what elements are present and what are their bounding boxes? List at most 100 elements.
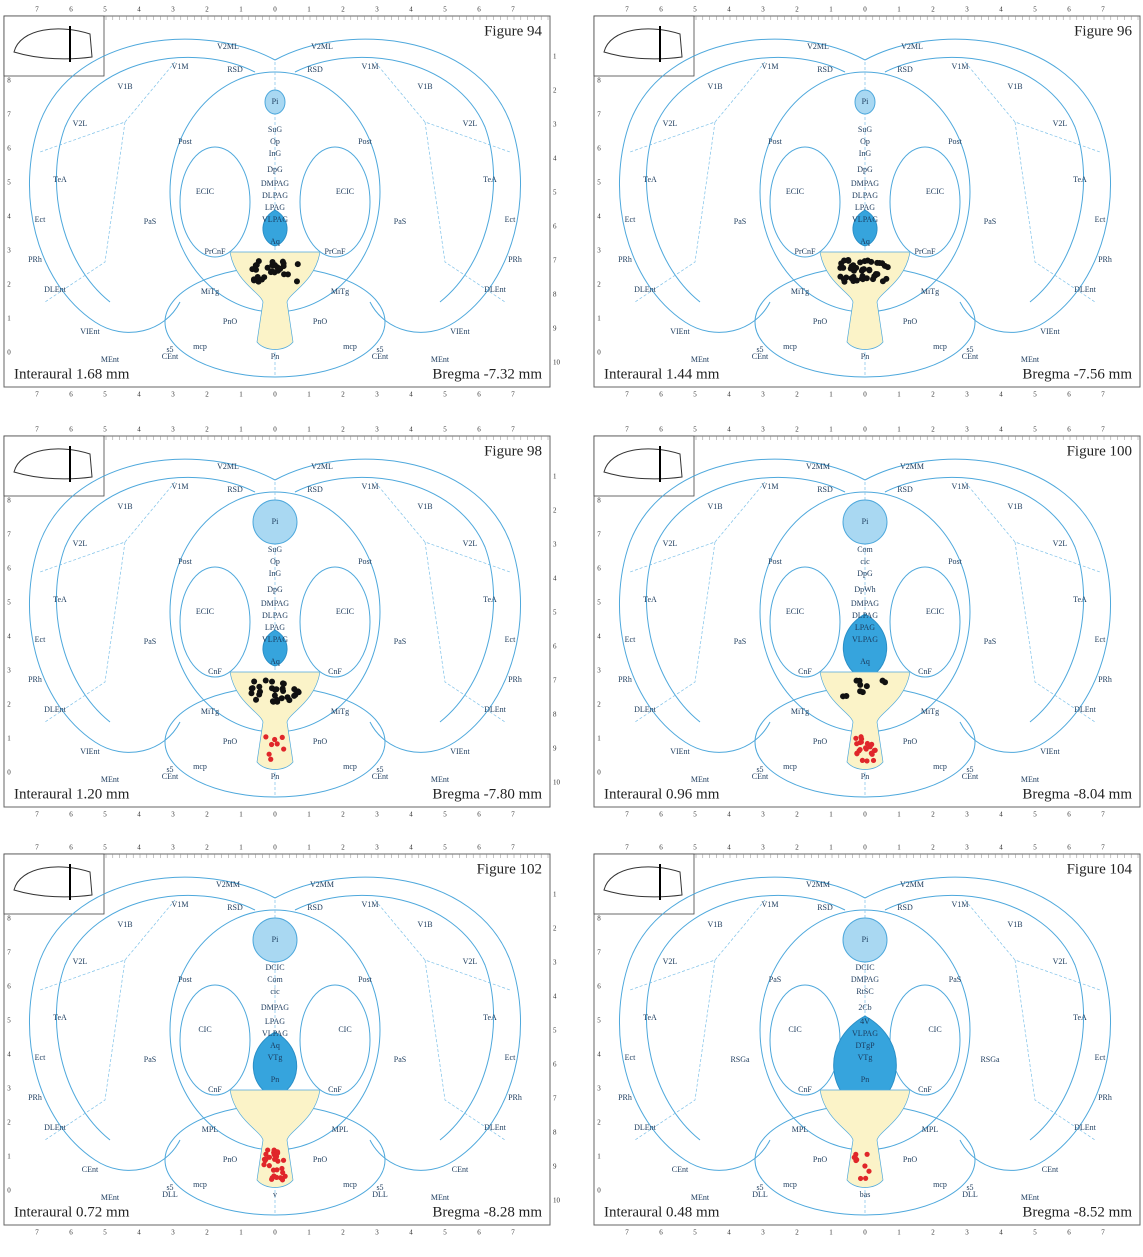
axis-number: 4 <box>999 391 1003 399</box>
region-label: mcp <box>933 762 947 771</box>
injection-site <box>256 691 262 697</box>
axis-number: 4 <box>137 811 141 819</box>
injection-site <box>845 257 851 263</box>
region-label: V1M <box>172 482 189 491</box>
region-label: Aq <box>270 1041 280 1050</box>
axis-number: 4 <box>597 213 601 221</box>
region-label: TeA <box>643 175 657 184</box>
region-label: Post <box>768 137 783 146</box>
region-label: V2MM <box>900 880 924 889</box>
axis-number: 2 <box>553 925 557 933</box>
region-label: Post <box>358 557 373 566</box>
axis-number: 8 <box>7 77 11 85</box>
axis-number: 6 <box>553 223 557 231</box>
region-label: CnF <box>798 1085 812 1094</box>
region-label: DpG <box>857 165 873 174</box>
region-label: DpG <box>267 585 283 594</box>
inset <box>4 436 104 496</box>
axis-number: 1 <box>897 844 901 852</box>
axis-number: 7 <box>511 811 515 819</box>
axis-number: 5 <box>1033 6 1037 14</box>
axis-number: 5 <box>1033 391 1037 399</box>
region-label: Ect <box>625 1053 636 1062</box>
injection-site <box>249 266 255 272</box>
injection-site <box>251 277 257 283</box>
region-label: PRh <box>1098 675 1112 684</box>
axis-number: 0 <box>273 391 277 399</box>
injection-site <box>883 276 889 282</box>
region-label: MEnt <box>431 775 450 784</box>
region-label: DCIC <box>855 963 874 972</box>
injection-site <box>263 677 269 683</box>
interaural: Interaural 0.96 mm <box>604 786 720 802</box>
bregma: Bregma -8.04 mm <box>1022 786 1132 802</box>
axis-number: 4 <box>137 844 141 852</box>
region-label: VIEnt <box>80 747 100 756</box>
axis-number: 1 <box>7 735 11 743</box>
axis-number: 6 <box>69 1229 73 1237</box>
injection-site-red <box>272 737 277 742</box>
axis-number: 5 <box>443 844 447 852</box>
region-label: DLPAG <box>852 191 878 200</box>
region-label: Pi <box>862 97 869 106</box>
axis-number: 4 <box>727 426 731 434</box>
axis-number: 7 <box>35 844 39 852</box>
region-label: MPL <box>202 1125 219 1134</box>
axis-number: 6 <box>659 1229 663 1237</box>
region-label: PaS <box>394 217 406 226</box>
region-label: CIC <box>338 1025 351 1034</box>
axis-number: 1 <box>239 6 243 14</box>
region-label: V2MM <box>216 880 240 889</box>
axis-number: 8 <box>597 77 601 85</box>
region-label: VIEnt <box>450 747 470 756</box>
region-label: V2MM <box>806 880 830 889</box>
region-label: V2MM <box>806 462 830 471</box>
axis-number: 7 <box>35 426 39 434</box>
axis-number: 2 <box>341 6 345 14</box>
axis-number: 3 <box>171 811 175 819</box>
region-label: Aq <box>270 237 280 246</box>
injection-site <box>259 276 265 282</box>
axis-number: 7 <box>1101 844 1105 852</box>
region-label: DMPAG <box>261 1003 289 1012</box>
axis-number: 3 <box>965 811 969 819</box>
axis-number: 7 <box>1101 6 1105 14</box>
region-label: VIEnt <box>80 327 100 336</box>
region-label: MiTg <box>331 287 349 296</box>
axis-number: 3 <box>965 844 969 852</box>
axis-number: 7 <box>625 391 629 399</box>
axis-number: 1 <box>7 315 11 323</box>
region-label: s5 <box>376 1183 383 1192</box>
interaural: Interaural 1.68 mm <box>14 366 130 382</box>
axis-number: 6 <box>69 844 73 852</box>
injection-site <box>295 261 301 267</box>
region-label: VLPAG <box>262 635 288 644</box>
axis-number: 5 <box>443 6 447 14</box>
axis-number: 6 <box>477 426 481 434</box>
region-label: V2L <box>1053 539 1068 548</box>
region-label: MiTg <box>201 707 219 716</box>
axis-number: 7 <box>35 391 39 399</box>
axis-number: 7 <box>625 811 629 819</box>
injection-site <box>291 693 297 699</box>
region-label: Post <box>178 137 193 146</box>
axis-number: 2 <box>931 391 935 399</box>
axis-number: 7 <box>1101 1229 1105 1237</box>
axis-number: 1 <box>307 426 311 434</box>
region-label: PRh <box>28 675 42 684</box>
axis-number: 1 <box>553 473 557 481</box>
region-label: SuG <box>268 545 282 554</box>
region-label: PaS <box>144 1055 156 1064</box>
interaural: Interaural 0.72 mm <box>14 1204 130 1220</box>
axis-number: 5 <box>443 1229 447 1237</box>
axis-number: 3 <box>375 1229 379 1237</box>
injection-site-red <box>853 1158 858 1163</box>
region-label: V2ML <box>217 42 239 51</box>
axis-number: 6 <box>477 6 481 14</box>
region-label: V2ML <box>217 462 239 471</box>
axis-number: 7 <box>625 6 629 14</box>
axis-number: 3 <box>761 6 765 14</box>
axis-number: 7 <box>7 949 11 957</box>
axis-number: 4 <box>409 811 413 819</box>
region-label: mcp <box>343 762 357 771</box>
